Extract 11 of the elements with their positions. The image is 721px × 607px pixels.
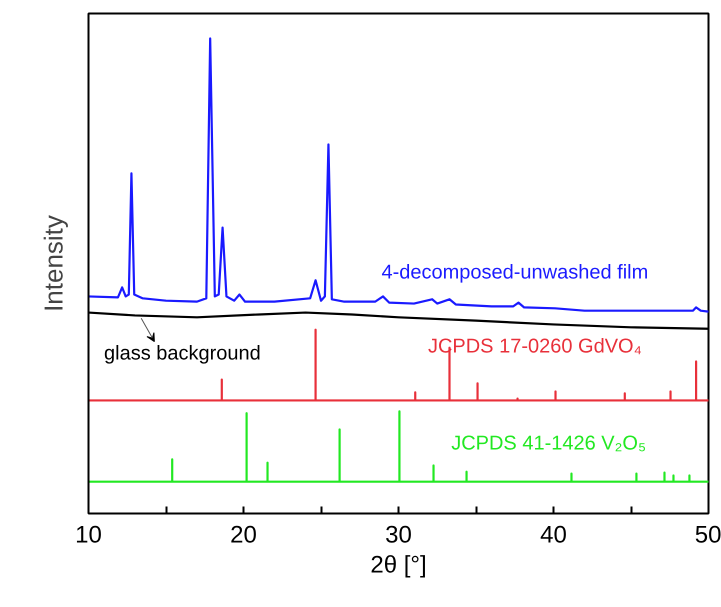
x-tick-label: 10 [75,522,102,548]
y-axis-title: Intensity [38,215,68,312]
series-label: JCPDS 41-1426 V₂O₅ [451,432,646,455]
x-tick-label: 30 [385,522,412,548]
x-axis-title: 2θ [°] [370,552,427,578]
x-tick-label: 50 [694,522,721,548]
series-label: JCPDS 17-0260 GdVO₄ [428,335,642,358]
legend-label: glass background [104,342,261,364]
x-tick-label: 20 [230,522,257,548]
series-label: 4-decomposed-unwashed film [381,262,648,284]
x-tick-label: 40 [540,522,567,548]
